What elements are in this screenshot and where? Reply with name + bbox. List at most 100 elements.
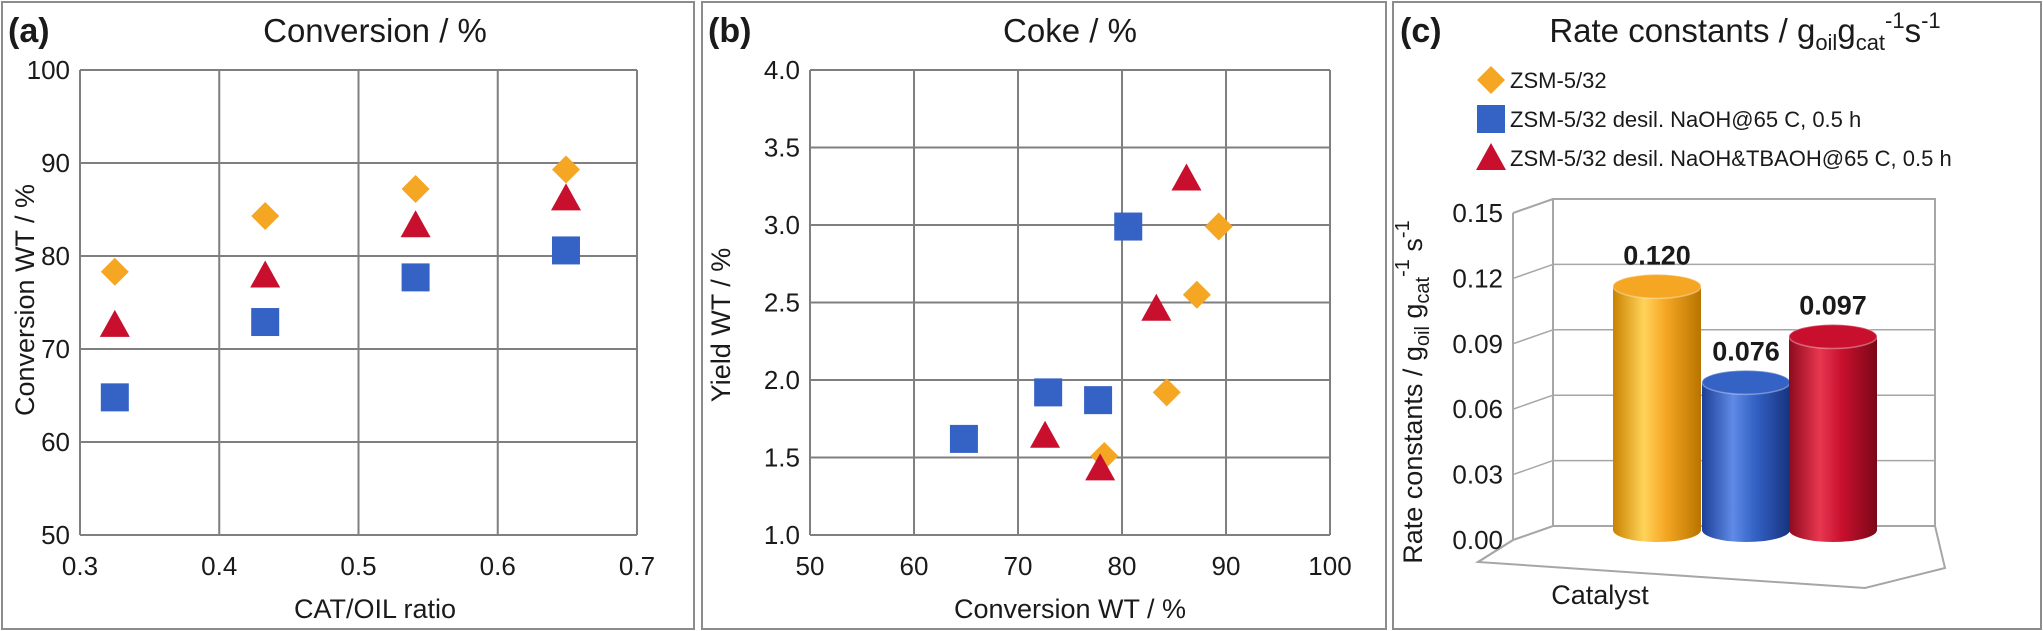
panel-b-xtick-label: 100 bbox=[1308, 551, 1351, 581]
panel-a-title: Conversion / % bbox=[263, 12, 487, 49]
panel-a-point-s0-p0 bbox=[100, 257, 129, 286]
panel-c-ytick-label: 0.03 bbox=[1452, 460, 1503, 490]
panel-c-hgrid bbox=[1512, 525, 1554, 541]
panel-c-tag: (c) bbox=[1400, 12, 1442, 50]
panel-c: (c) Rate constants / goilgcat-1s-1 ZSM-5… bbox=[1392, 8, 1952, 610]
panel-b-ytick-label: 2.0 bbox=[764, 365, 800, 395]
panel-c-title-sup1: -1 bbox=[1885, 8, 1905, 33]
panel-b-xtick-label: 60 bbox=[900, 551, 929, 581]
panel-a-point-s0-p1 bbox=[251, 202, 280, 231]
panel-c-bar-1 bbox=[1702, 382, 1790, 542]
panel-c-hgrid bbox=[1512, 263, 1554, 280]
panel-a-frame bbox=[1, 1, 695, 630]
panel-b-point-s1-p1 bbox=[1034, 378, 1063, 407]
panel-c-bar-label-1: 0.076 bbox=[1712, 336, 1780, 366]
panel-a-xlabel: CAT/OIL ratio bbox=[294, 594, 456, 624]
panel-c-legend-label-0: ZSM-5/32 bbox=[1510, 68, 1607, 93]
panel-b-point-s1-p3 bbox=[1114, 212, 1143, 241]
panel-c-ytick-label: 0.00 bbox=[1452, 525, 1503, 555]
panel-c-title-main: Rate constants / g bbox=[1549, 12, 1815, 49]
panel-b-point-s0-p2 bbox=[1182, 280, 1211, 309]
panel-b-ytick-label: 1.5 bbox=[764, 443, 800, 473]
panel-c-frame bbox=[1392, 1, 2042, 630]
panel-b-xtick-label: 70 bbox=[1004, 551, 1033, 581]
panel-a-point-s2-p0 bbox=[99, 309, 130, 337]
panel-b-ytick-label: 4.0 bbox=[764, 55, 800, 85]
panel-c-title-sup2: -1 bbox=[1921, 8, 1941, 33]
panel-a-point-s1-p2 bbox=[401, 263, 430, 292]
panel-c-hgrid bbox=[1512, 394, 1554, 410]
panel-a-point-s0-p2 bbox=[401, 175, 430, 204]
panel-c-title-mid: g bbox=[1837, 12, 1855, 49]
panel-c-legend-marker-0 bbox=[1477, 66, 1505, 94]
panel-c-xlabel: Catalyst bbox=[1551, 580, 1649, 610]
panel-b-point-s2-p1 bbox=[1085, 453, 1116, 481]
panel-b-xtick-label: 50 bbox=[796, 551, 825, 581]
panel-a-point-s1-p0 bbox=[100, 383, 129, 412]
panel-c-ytick-label: 0.15 bbox=[1452, 198, 1503, 228]
panel-b-ytick-label: 2.5 bbox=[764, 288, 800, 318]
panel-b-xtick-label: 80 bbox=[1108, 551, 1137, 581]
panel-c-bar-label-2: 0.097 bbox=[1799, 291, 1867, 321]
panel-c-side-edge bbox=[1477, 539, 1514, 563]
panel-c-legend-label-1: ZSM-5/32 desil. NaOH@65 C, 0.5 h bbox=[1510, 107, 1861, 132]
panel-a-ytick-label: 50 bbox=[41, 520, 70, 550]
panel-b-point-s2-p2 bbox=[1141, 293, 1172, 321]
panel-b-tag: (b) bbox=[708, 12, 751, 50]
panel-c-bar-top-1 bbox=[1701, 369, 1791, 396]
panel-c-hgrid bbox=[1512, 198, 1554, 214]
panel-c-legend-marker-1 bbox=[1477, 105, 1505, 133]
panel-a-ylabel: Conversion WT / % bbox=[10, 184, 40, 416]
panel-b-frame bbox=[701, 1, 1387, 630]
panel-a-xtick-label: 0.4 bbox=[201, 551, 237, 581]
panel-a-xtick-label: 0.3 bbox=[62, 551, 98, 581]
panel-b-ylabel: Yield WT / % bbox=[706, 248, 736, 403]
panel-c-ylabel-sub2: cat bbox=[1412, 276, 1434, 303]
panel-c-ylabel-s: s bbox=[1398, 238, 1428, 259]
panel-b-point-s2-p3 bbox=[1171, 163, 1202, 191]
panel-a-xtick-label: 0.6 bbox=[480, 551, 516, 581]
panel-b-title: Coke / % bbox=[1003, 12, 1137, 49]
panel-b-point-s1-p0 bbox=[949, 424, 978, 453]
panel-c-ylabel-sup1: -1 bbox=[1392, 259, 1414, 277]
panel-c-legend-label-2: ZSM-5/32 desil. NaOH&TBAOH@65 C, 0.5 h bbox=[1510, 146, 1952, 171]
panel-c-title-s: s bbox=[1905, 12, 1922, 49]
panel-c-bar-2 bbox=[1789, 336, 1877, 542]
panel-a-point-s2-p3 bbox=[550, 183, 581, 211]
panel-c-title-sub1: oil bbox=[1815, 30, 1837, 55]
panel-a-point-s1-p1 bbox=[251, 308, 280, 337]
panel-c-ylabel-mid: g bbox=[1398, 304, 1428, 327]
panel-a-xtick-label: 0.7 bbox=[619, 551, 655, 581]
panel-c-ylabel-sup2: -1 bbox=[1392, 220, 1414, 238]
panel-b-xlabel: Conversion WT / % bbox=[954, 594, 1186, 624]
panel-a-point-s2-p2 bbox=[400, 210, 431, 238]
panel-b-point-s0-p1 bbox=[1152, 378, 1181, 407]
panel-b-point-s2-p0 bbox=[1030, 420, 1061, 448]
panel-b: (b) Coke / % 50 60 70 80 90 100 1.0 1.5 2.0 2.5 3.… bbox=[706, 12, 1352, 624]
panel-c-bar-0 bbox=[1613, 286, 1701, 542]
panel-b-ytick-label: 1.0 bbox=[764, 520, 800, 550]
panel-a-ytick-label: 90 bbox=[41, 148, 70, 178]
panel-c-bar-top-2 bbox=[1788, 323, 1878, 350]
panel-a-point-s0-p3 bbox=[551, 155, 580, 184]
panel-c-bar-label-0: 0.120 bbox=[1623, 240, 1691, 270]
panel-a-xtick-label: 0.5 bbox=[340, 551, 376, 581]
panel-b-ytick-label: 3.5 bbox=[764, 133, 800, 163]
panel-a-ytick-label: 80 bbox=[41, 241, 70, 271]
panel-a: (a) Conversion / % 0.3 0.4 0.5 0.6 0.7 50 60 70… bbox=[8, 12, 655, 624]
panel-b-ytick-label: 3.0 bbox=[764, 210, 800, 240]
panel-c-ylabel-sub1: oil bbox=[1412, 326, 1434, 346]
panel-a-point-s1-p3 bbox=[551, 236, 580, 265]
panel-b-point-s1-p2 bbox=[1084, 386, 1113, 415]
panel-c-ylabel-main: Rate constants / g bbox=[1398, 346, 1428, 564]
panel-c-ylabel: Rate constants / goil gcat-1 s-1 bbox=[1392, 220, 1434, 563]
panel-c-bar-top-0 bbox=[1612, 273, 1702, 300]
panel-b-point-s0-p3 bbox=[1204, 212, 1233, 241]
panel-a-tag: (a) bbox=[8, 12, 50, 50]
panel-b-xtick-label: 90 bbox=[1212, 551, 1241, 581]
panel-c-title-sub2: cat bbox=[1856, 30, 1885, 55]
panel-c-ytick-label: 0.06 bbox=[1452, 394, 1503, 424]
panel-a-ytick-label: 100 bbox=[27, 55, 70, 85]
panel-a-ytick-label: 60 bbox=[41, 427, 70, 457]
